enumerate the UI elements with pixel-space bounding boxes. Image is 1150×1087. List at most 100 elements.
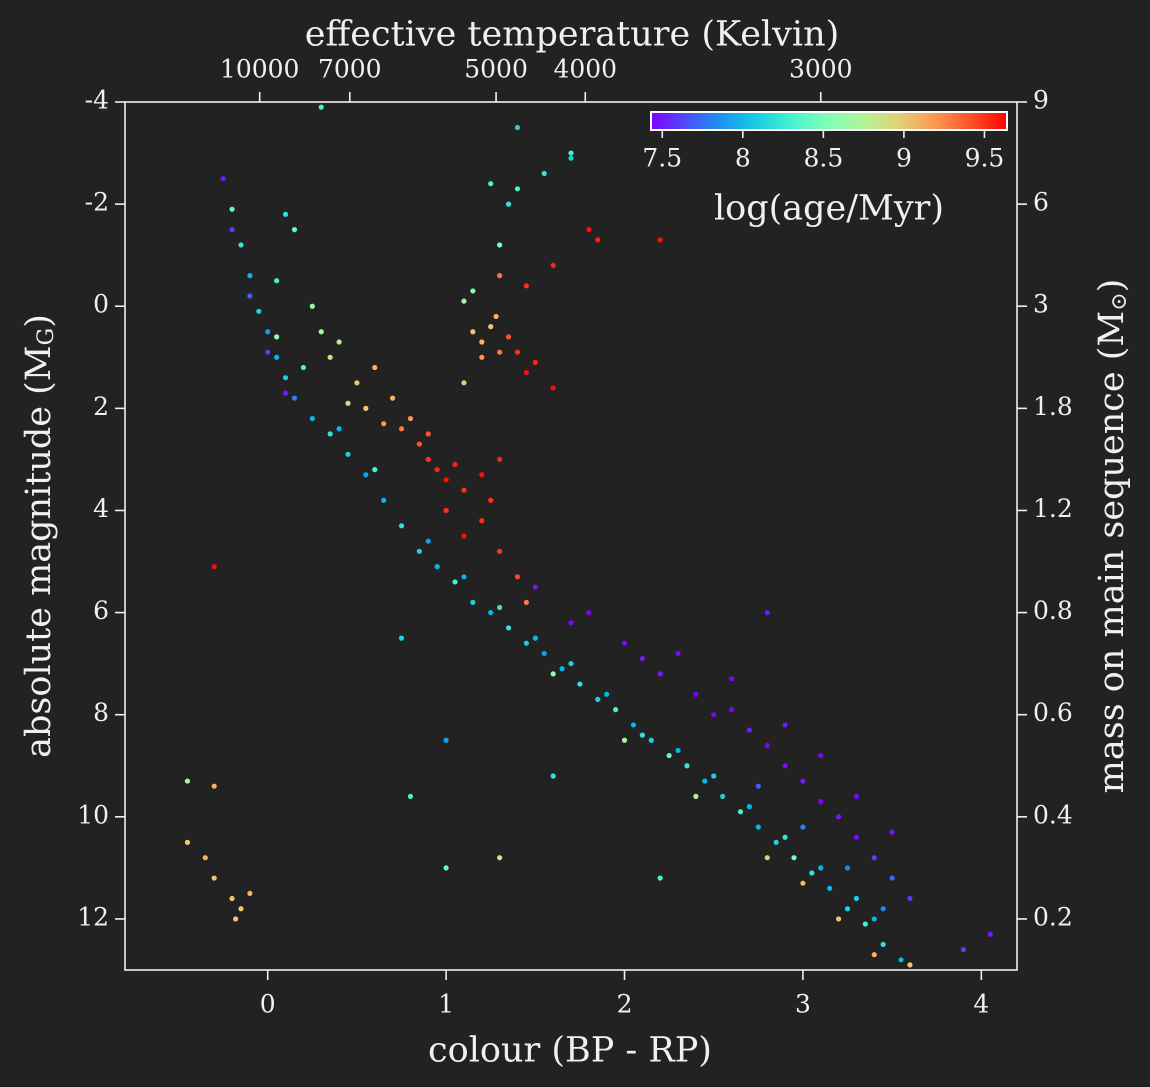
point (604, 691, 610, 697)
x-tick-label: 2 (617, 990, 633, 1019)
point (577, 681, 583, 687)
y2-tick-label: 1.2 (1033, 494, 1073, 523)
point (844, 865, 851, 871)
point (514, 186, 521, 192)
point (746, 727, 753, 733)
point (233, 916, 239, 922)
point (372, 467, 378, 473)
point (568, 155, 574, 161)
point (853, 895, 860, 902)
point (291, 395, 298, 401)
colorbar-tick-label: 9.5 (965, 144, 1005, 173)
point (345, 400, 351, 406)
point (238, 242, 244, 248)
y2-tick-label: 1.8 (1033, 392, 1073, 421)
point (523, 283, 530, 289)
point (550, 385, 556, 391)
point (657, 671, 663, 677)
chart-title: effective temperature (Kelvin) (305, 15, 840, 55)
colorbar-label: log(age/Myr) (714, 189, 944, 229)
point (791, 855, 797, 861)
point (505, 625, 512, 631)
point (488, 181, 494, 187)
point (282, 211, 289, 217)
point (505, 201, 512, 207)
point (586, 609, 592, 616)
point (434, 564, 440, 570)
scatter-points (184, 104, 993, 968)
y-tick-label: 6 (93, 596, 109, 625)
point (505, 334, 512, 340)
point (568, 150, 574, 156)
point (229, 206, 235, 212)
point (639, 732, 645, 738)
point (238, 906, 244, 912)
point (621, 737, 628, 743)
point (390, 395, 396, 401)
point (497, 604, 503, 611)
point (247, 273, 253, 279)
point (853, 793, 860, 800)
point (425, 456, 431, 463)
point (470, 329, 476, 335)
y-tick-label: 10 (77, 800, 109, 829)
y-tick-label: -4 (85, 86, 109, 115)
x2-tick-label: 3000 (789, 55, 853, 84)
point (907, 895, 913, 902)
point (844, 906, 851, 912)
x-axis-label: colour (BP - RP) (428, 1031, 712, 1071)
y-tick-label: 2 (93, 392, 109, 421)
point (497, 548, 503, 554)
point (639, 655, 645, 662)
point (497, 273, 503, 279)
point (711, 712, 717, 718)
point (764, 855, 770, 861)
point (595, 237, 601, 243)
point (532, 359, 538, 365)
point (514, 349, 521, 355)
point (452, 579, 458, 585)
point (514, 574, 521, 580)
point (809, 870, 815, 876)
point (318, 329, 324, 335)
point (291, 227, 298, 233)
point (621, 640, 628, 646)
point (443, 865, 449, 871)
point (461, 380, 467, 386)
point (309, 415, 315, 422)
y-tick-label: 4 (93, 494, 109, 523)
point (318, 104, 324, 110)
point (327, 354, 333, 360)
point (488, 497, 494, 503)
point (836, 814, 842, 820)
y2-tick-label: 6 (1033, 188, 1049, 217)
point (381, 421, 387, 427)
point (800, 880, 806, 886)
point (648, 737, 654, 743)
point (452, 461, 458, 468)
y2-tick-label: 0.8 (1033, 596, 1073, 625)
point (898, 957, 904, 963)
point (425, 431, 431, 437)
point (443, 477, 449, 483)
point (568, 620, 574, 626)
colorbar-tick-label: 7.5 (642, 144, 682, 173)
colorbar-tick-label: 9 (896, 144, 912, 173)
point (541, 170, 547, 177)
point (470, 599, 476, 605)
point (327, 431, 333, 437)
y2-axis-label: mass on main sequence (M⊙) (1092, 279, 1133, 794)
y-tick-label: -2 (85, 188, 109, 217)
y2-tick-label: 0.2 (1033, 902, 1073, 931)
point (229, 895, 235, 902)
point (586, 227, 592, 233)
point (773, 839, 779, 845)
point (800, 824, 806, 830)
point (493, 313, 499, 320)
point (398, 523, 405, 529)
point (184, 839, 191, 845)
point (443, 737, 449, 743)
point (702, 778, 708, 784)
point (363, 405, 369, 411)
